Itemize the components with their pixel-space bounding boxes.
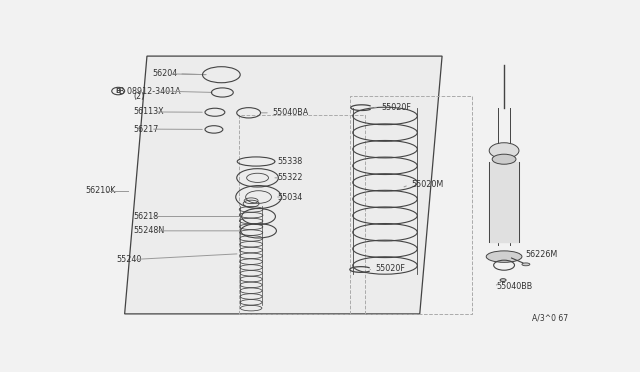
Text: 55034: 55034 bbox=[277, 193, 303, 202]
Text: 55338: 55338 bbox=[277, 157, 303, 166]
Text: 56204: 56204 bbox=[152, 69, 177, 78]
Ellipse shape bbox=[492, 154, 516, 164]
Text: B: B bbox=[116, 88, 121, 94]
Ellipse shape bbox=[486, 251, 522, 262]
Text: 56210K: 56210K bbox=[85, 186, 115, 195]
Text: 55248N: 55248N bbox=[134, 226, 165, 235]
Text: (2): (2) bbox=[134, 92, 145, 101]
Text: B 08912-3401A: B 08912-3401A bbox=[118, 87, 180, 96]
Text: 55020F: 55020F bbox=[381, 103, 412, 112]
Ellipse shape bbox=[489, 143, 519, 158]
Polygon shape bbox=[125, 56, 442, 314]
Text: 56218: 56218 bbox=[134, 212, 159, 221]
Text: 55040BB: 55040BB bbox=[497, 282, 533, 291]
Text: 56113X: 56113X bbox=[134, 108, 164, 116]
Text: A/3^0 67: A/3^0 67 bbox=[532, 314, 568, 323]
Text: 56226M: 56226M bbox=[525, 250, 557, 259]
Text: 55040BA: 55040BA bbox=[273, 108, 308, 117]
Text: 55020F: 55020F bbox=[376, 264, 406, 273]
Text: 55322: 55322 bbox=[277, 173, 303, 182]
Text: 55020M: 55020M bbox=[412, 180, 444, 189]
Text: 55240: 55240 bbox=[116, 255, 141, 264]
Text: 56217: 56217 bbox=[134, 125, 159, 134]
Ellipse shape bbox=[500, 279, 506, 282]
Ellipse shape bbox=[522, 263, 530, 266]
